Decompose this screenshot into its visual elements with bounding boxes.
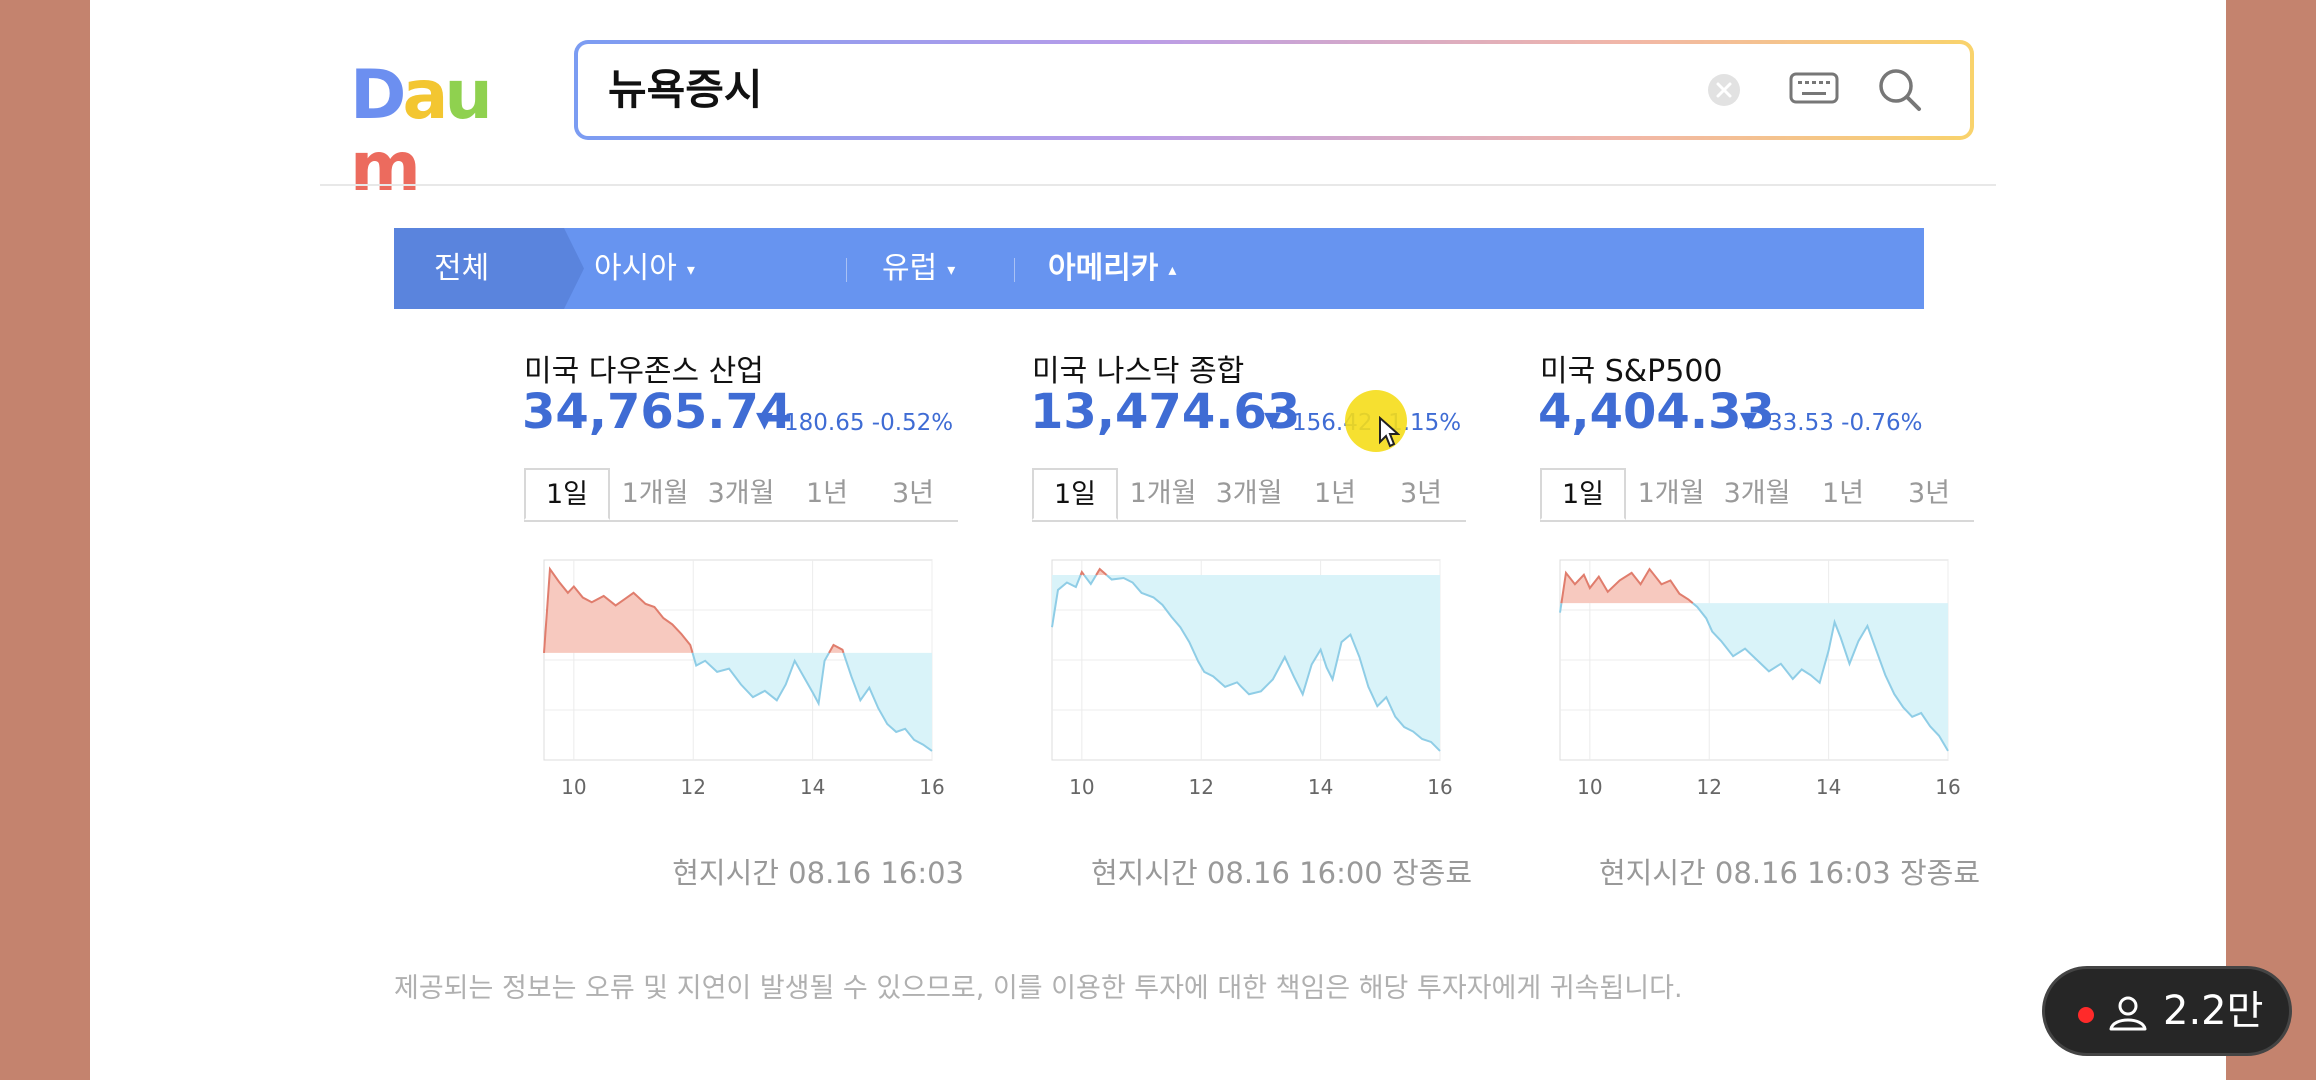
index-timestamp: 현지시간 08.16 16:03	[672, 856, 964, 890]
disclaimer-text: 제공되는 정보는 오류 및 지연이 발생될 수 있으므로, 이를 이용한 투자에…	[394, 973, 1683, 1004]
live-viewers-badge[interactable]: 2.2만	[2042, 966, 2292, 1056]
chart-area-up	[1561, 569, 1693, 604]
keyboard-icon[interactable]	[1788, 68, 1840, 108]
down-arrow-icon: ▼	[1264, 408, 1281, 433]
x-tick-label: 16	[1935, 775, 1960, 799]
period-tab[interactable]: 3년	[1907, 478, 1951, 509]
period-tab[interactable]: 1개월	[621, 478, 689, 509]
chart-line-down	[842, 652, 933, 752]
x-tick-label: 14	[800, 775, 825, 799]
chart-line-down	[1105, 574, 1441, 752]
region-tab-bar: 전체 아시아 ▾ 유럽 ▾ 아메리카 ▴	[394, 228, 1924, 309]
x-tick-label: 12	[1189, 775, 1214, 799]
chart-area-up	[544, 569, 693, 653]
index-name[interactable]: 미국 다우존스 산업	[524, 354, 764, 389]
chart-line-down	[1559, 603, 1563, 613]
mouse-cursor-icon	[1379, 416, 1400, 448]
tab-all-background	[394, 228, 564, 309]
chevron-down-icon: ▾	[947, 260, 956, 279]
daum-logo[interactable]: Daum	[350, 56, 493, 207]
chart-area-down	[843, 652, 932, 751]
chart-line-down	[691, 652, 830, 707]
period-tabs: 1일 1개월 3개월 1년 3년	[1032, 468, 1466, 522]
search-icon[interactable]	[1876, 66, 1924, 114]
index-value: 4,404.33	[1538, 384, 1775, 440]
index-value: 34,765.74	[522, 384, 793, 440]
period-tab[interactable]: 1년	[1821, 478, 1865, 509]
period-tab[interactable]: 1년	[805, 478, 849, 509]
tab-americas[interactable]: 아메리카 ▴	[1048, 228, 1176, 309]
period-tab[interactable]: 1일	[1032, 468, 1118, 520]
period-tab[interactable]: 1년	[1313, 478, 1357, 509]
search-input[interactable]: 뉴욕증시	[608, 65, 763, 114]
period-tab[interactable]: 3년	[1399, 478, 1443, 509]
period-tab[interactable]: 3개월	[1723, 478, 1791, 509]
chart-line-down	[1692, 602, 1949, 752]
tab-europe[interactable]: 유럽 ▾	[882, 228, 955, 309]
x-tick-label: 14	[1308, 775, 1333, 799]
intraday-chart: 10 12 14 16	[1559, 559, 1960, 799]
x-tick-label: 16	[1427, 775, 1452, 799]
index-name[interactable]: 미국 나스닥 종합	[1032, 354, 1245, 389]
index-change: 33.53 -0.76%	[1768, 410, 1923, 436]
live-dot-icon	[2078, 1007, 2094, 1023]
chart-area-down	[1106, 575, 1440, 751]
period-tab[interactable]: 3년	[891, 478, 935, 509]
chevron-up-icon: ▴	[1168, 260, 1177, 279]
tab-europe-label: 유럽	[882, 251, 938, 286]
index-name[interactable]: 미국 S&P500	[1540, 354, 1723, 389]
chart-line-up	[1079, 570, 1085, 576]
index-change: 180.65 -0.52%	[784, 410, 954, 436]
chart-line-up	[1560, 567, 1694, 604]
chart-line-up	[828, 643, 845, 654]
down-arrow-icon: ▼	[1740, 408, 1757, 433]
index-card[interactable]: 미국 다우존스 산업 34,765.74 ▼ 180.65 -0.52% 1일 1개월 3개…	[522, 340, 964, 900]
index-value: 13,474.63	[1030, 384, 1301, 440]
tab-separator	[846, 258, 847, 282]
tab-separator	[1014, 258, 1015, 282]
x-tick-label: 14	[1816, 775, 1841, 799]
search-box[interactable]: 뉴욕증시	[574, 40, 1974, 140]
chart-line-down	[1051, 574, 1082, 628]
period-tabs: 1일 1개월 3개월 1년 3년	[1540, 468, 1974, 522]
user-icon	[2109, 996, 2147, 1031]
page: Daum 뉴욕증시 전체 아시아 ▾	[90, 0, 2226, 1080]
period-tab[interactable]: 3개월	[707, 478, 775, 509]
x-tick-label: 12	[1697, 775, 1722, 799]
intraday-chart: 10 12 14 16	[543, 559, 944, 799]
x-tick-label: 12	[681, 775, 706, 799]
period-tabs: 1일 1개월 3개월 1년 3년	[524, 468, 958, 522]
chart-line-up	[543, 566, 694, 654]
chart-area-down	[1084, 575, 1097, 584]
period-tab[interactable]: 3개월	[1215, 478, 1283, 509]
index-card[interactable]: 미국 S&P500 4,404.33 ▼ 33.53 -0.76% 1일 1개월 3개월 1년…	[1538, 340, 1980, 900]
period-tab[interactable]: 1개월	[1637, 478, 1705, 509]
tab-all-arrow	[564, 228, 584, 309]
x-tick-label: 10	[1069, 775, 1094, 799]
tab-asia-label: 아시아	[594, 251, 677, 286]
x-tick-label: 10	[1577, 775, 1602, 799]
chart-area-down	[692, 652, 830, 704]
header-divider	[320, 184, 1996, 186]
index-card[interactable]: 미국 나스닥 종합 13,474.63 ▼ 156.42 -1.15% 1일 1개월 3개월…	[1030, 340, 1472, 900]
tab-all-label: 전체	[434, 251, 490, 286]
period-tab[interactable]: 1개월	[1129, 478, 1197, 509]
chevron-down-icon: ▾	[686, 260, 695, 279]
down-arrow-icon: ▼	[756, 408, 773, 433]
clear-icon[interactable]	[1706, 72, 1742, 108]
chart-line-up	[1095, 567, 1108, 576]
tab-asia[interactable]: 아시아 ▾	[594, 228, 695, 309]
chart-line-down	[1083, 574, 1098, 586]
intraday-chart: 10 12 14 16	[1051, 559, 1452, 799]
x-tick-label: 16	[919, 775, 944, 799]
x-tick-label: 10	[561, 775, 586, 799]
tab-all[interactable]: 전체	[434, 228, 489, 309]
index-timestamp: 현지시간 08.16 16:00 장종료	[1090, 856, 1472, 890]
period-tab[interactable]: 1일	[524, 468, 610, 520]
cursor-highlight	[1345, 390, 1407, 452]
viewer-count: 2.2만	[2163, 988, 2264, 1034]
tab-americas-label: 아메리카	[1048, 251, 1159, 286]
period-tab[interactable]: 1일	[1540, 468, 1626, 520]
index-timestamp: 현지시간 08.16 16:03 장종료	[1598, 856, 1980, 890]
